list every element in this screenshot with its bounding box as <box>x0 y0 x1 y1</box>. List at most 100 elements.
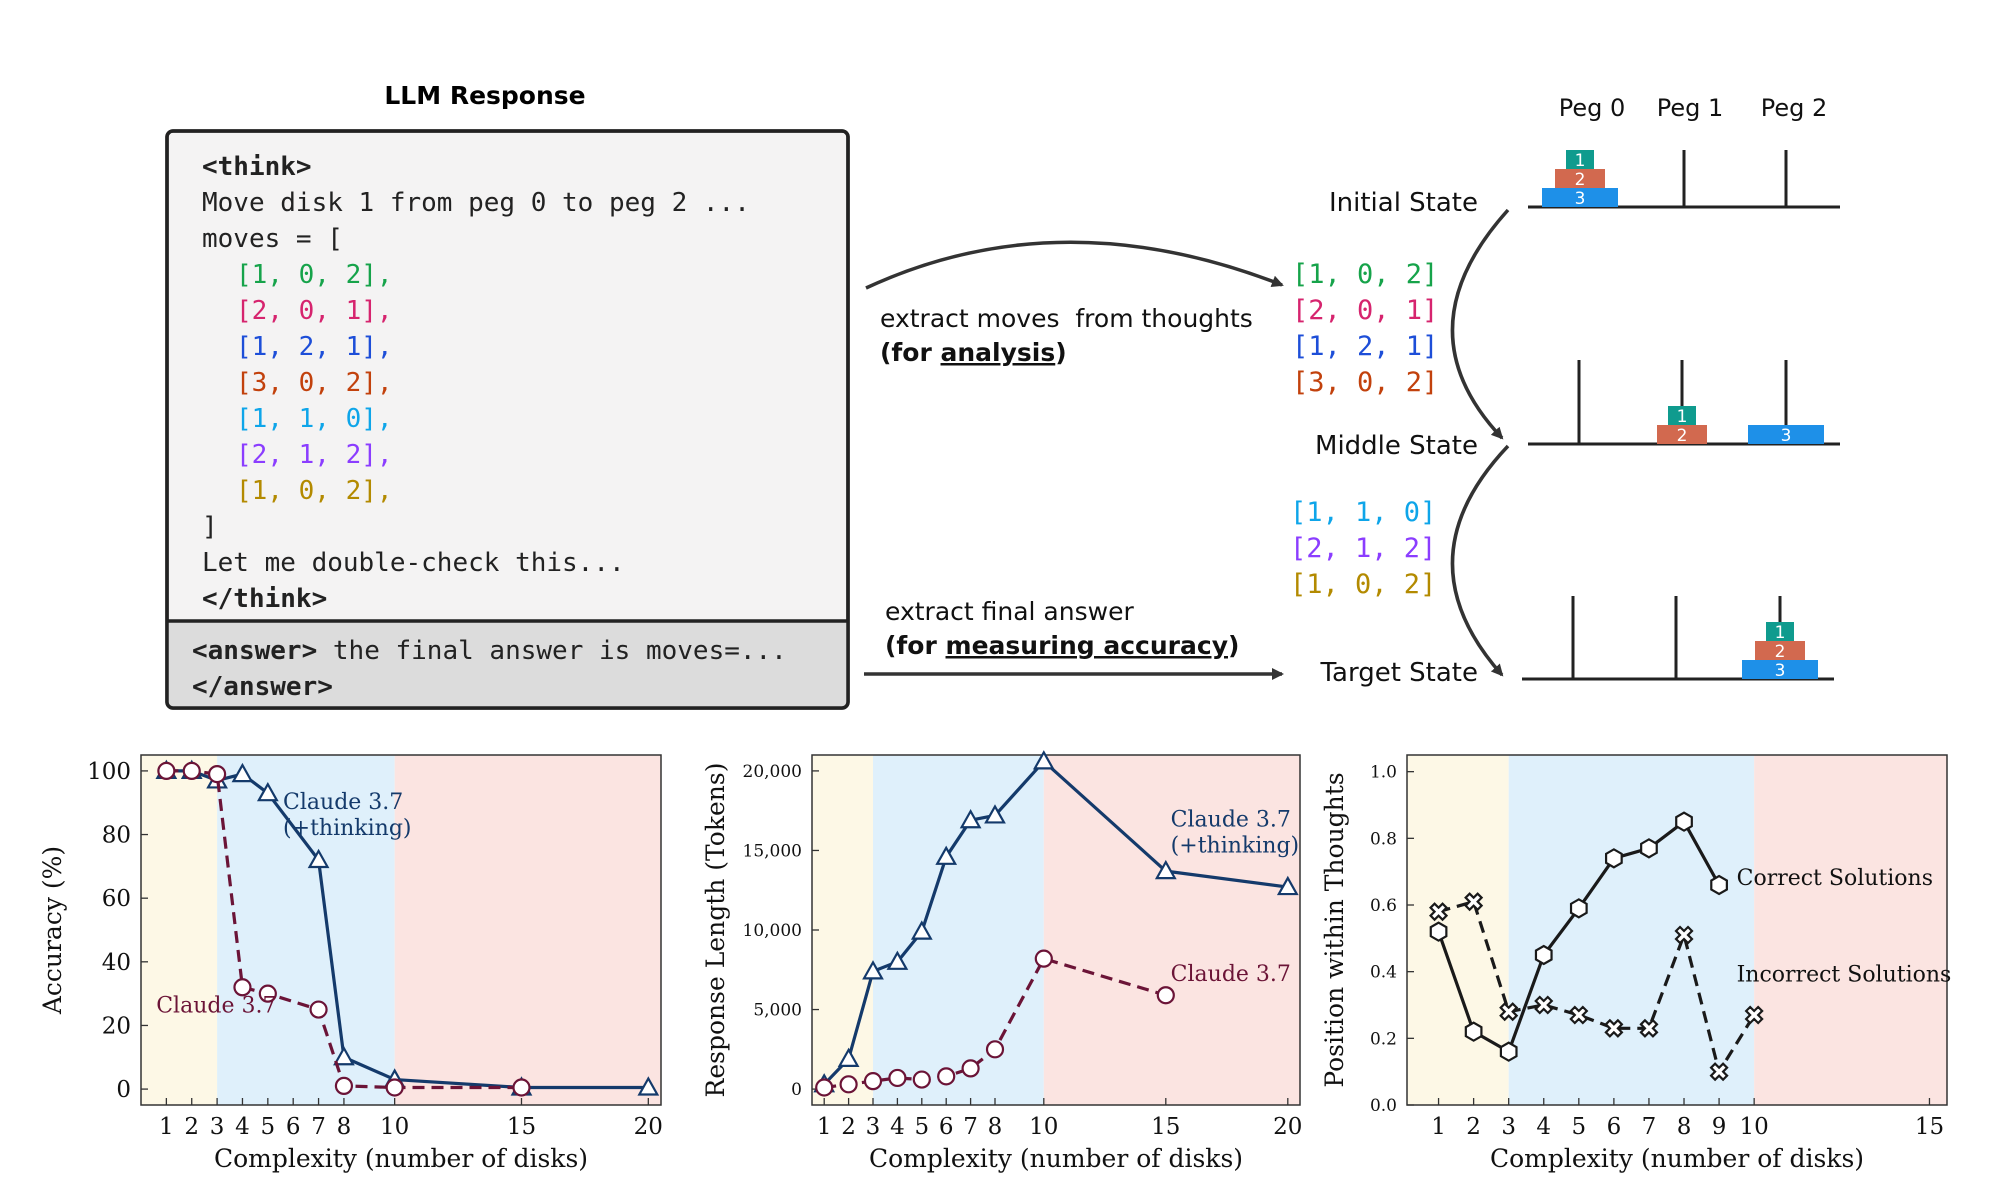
chart-3: 1 2 3 4 5 6 7 8 9 10 15 0.0 0.2 0.4 0.6 0.8 1.0 Complexit… <box>1320 754 1952 1173</box>
llm-response-box <box>165 129 850 710</box>
y-tick-label: 60 <box>102 886 131 912</box>
initial-to-middle-arrow <box>1450 208 1510 440</box>
y-axis-label: Accuracy (%) <box>38 846 67 1015</box>
series-line <box>823 957 1167 1090</box>
data-point <box>1464 892 1484 912</box>
x-tick-label: 7 <box>963 1114 978 1140</box>
complexity-region <box>1508 755 1755 1105</box>
complexity-region <box>394 755 661 1105</box>
y-axis-label: Position within Thoughts <box>1320 772 1349 1087</box>
x-tick-label: 5 <box>1571 1114 1586 1140</box>
think-move-line: [1, 0, 2], <box>236 260 393 290</box>
data-point <box>1674 925 1694 945</box>
series-label: Correct Solutions <box>1737 866 1933 891</box>
x-tick-label: 5 <box>914 1114 929 1140</box>
data-point <box>1154 859 1177 880</box>
y-tick-label: 0.4 <box>1370 963 1397 983</box>
answer-line: <answer> the final answer is moves=... <box>192 636 787 666</box>
data-point <box>1534 995 1554 1015</box>
y-tick-label: 0 <box>791 1080 802 1100</box>
complexity-region <box>1043 755 1300 1105</box>
x-tick-label: 15 <box>1915 1114 1944 1140</box>
data-point <box>512 1078 531 1097</box>
data-point <box>839 1075 858 1094</box>
think-close-tag: </think> <box>202 584 327 614</box>
y-tick-label: 0.2 <box>1370 1029 1397 1049</box>
disk-1 <box>1668 406 1696 425</box>
data-point <box>910 920 933 940</box>
series-line <box>166 769 649 1090</box>
data-point <box>1675 811 1693 832</box>
x-tick-label: 8 <box>337 1114 352 1140</box>
disk-3 <box>1748 425 1824 444</box>
middle-state-label: Middle State <box>1315 431 1478 461</box>
data-point <box>937 1067 956 1086</box>
x-tick-label: 6 <box>1607 1114 1622 1140</box>
data-point <box>862 960 884 980</box>
data-point <box>385 1078 404 1097</box>
x-tick-label: 4 <box>1536 1114 1551 1140</box>
extracted-move: [1, 0, 2] <box>1290 569 1436 600</box>
data-point <box>815 1078 834 1097</box>
data-point <box>935 845 958 865</box>
data-point <box>984 804 1006 824</box>
data-point <box>334 1076 354 1096</box>
series-label: Claude 3.7 <box>1171 962 1291 987</box>
y-axis-label: Response Length (Tokens) <box>701 763 730 1098</box>
series-line <box>1438 900 1756 1074</box>
data-point <box>207 764 227 784</box>
y-tick-label: 80 <box>102 823 131 849</box>
data-point <box>1604 848 1623 869</box>
series-label: Incorrect Solutions <box>1737 963 1952 988</box>
disk-label: 1 <box>1677 407 1688 427</box>
disk-label: 3 <box>1575 189 1586 209</box>
x-tick-label: 8 <box>1677 1114 1692 1140</box>
x-tick-label: 10 <box>380 1114 409 1140</box>
data-point <box>1640 838 1658 859</box>
extract-moves-arrow <box>865 240 1284 290</box>
chart-2: 1 2 3 4 5 6 7 8 10 15 20 0 5,000 10,000 15,000 20,000 Co… <box>701 750 1302 1173</box>
disk-label: 2 <box>1775 642 1786 662</box>
data-point <box>961 1059 980 1078</box>
data-point <box>863 1072 883 1091</box>
x-tick-label: 3 <box>210 1114 225 1140</box>
x-tick-label: 1 <box>159 1114 174 1140</box>
think-move-line: [1, 0, 2], <box>236 476 393 506</box>
think-line-moves: moves = [ <box>202 224 343 254</box>
extracted-move: [1, 0, 2] <box>1292 259 1438 290</box>
disk-1 <box>1766 622 1794 641</box>
measuring-accuracy-word: measuring accuracy <box>946 631 1228 660</box>
think-move-line: [1, 2, 1], <box>236 332 393 362</box>
extract-final-label: extract final answer <box>885 597 1134 626</box>
y-tick-label: 0.6 <box>1370 896 1397 916</box>
think-open-tag: <think> <box>202 152 312 182</box>
data-point <box>1639 1018 1659 1038</box>
extracted-move: [2, 0, 1] <box>1292 295 1438 326</box>
think-move-line: [1, 1, 0], <box>236 404 393 434</box>
complexity-region <box>217 755 395 1105</box>
disk-3 <box>1742 660 1818 679</box>
x-tick-label: 5 <box>261 1114 276 1140</box>
llm-response-title: LLM Response <box>384 81 585 110</box>
y-tick-label: 1.0 <box>1370 763 1397 783</box>
x-tick-label: 6 <box>939 1114 954 1140</box>
peg-1-label: Peg 1 <box>1657 94 1724 122</box>
answer-close-tag: </answer> <box>192 672 333 702</box>
x-tick-label: 3 <box>1501 1114 1516 1140</box>
x-tick-label: 2 <box>184 1114 199 1140</box>
y-tick-label: 20 <box>102 1014 131 1040</box>
peg-0-label: Peg 0 <box>1559 94 1626 122</box>
x-tick-label: 20 <box>634 1114 663 1140</box>
data-point <box>1499 1002 1519 1022</box>
y-tick-label: 100 <box>87 759 131 785</box>
y-tick-label: 15,000 <box>743 841 802 861</box>
data-point <box>886 950 909 970</box>
complexity-region <box>1407 755 1509 1105</box>
disk-2 <box>1755 641 1805 660</box>
plot-frame <box>140 754 662 1106</box>
extracted-move: [1, 1, 0] <box>1290 497 1436 528</box>
series-label: (+thinking) <box>283 816 411 841</box>
x-axis-label: Complexity (number of disks) <box>1490 1144 1864 1173</box>
answer-text: the final answer is moves=... <box>317 636 787 666</box>
